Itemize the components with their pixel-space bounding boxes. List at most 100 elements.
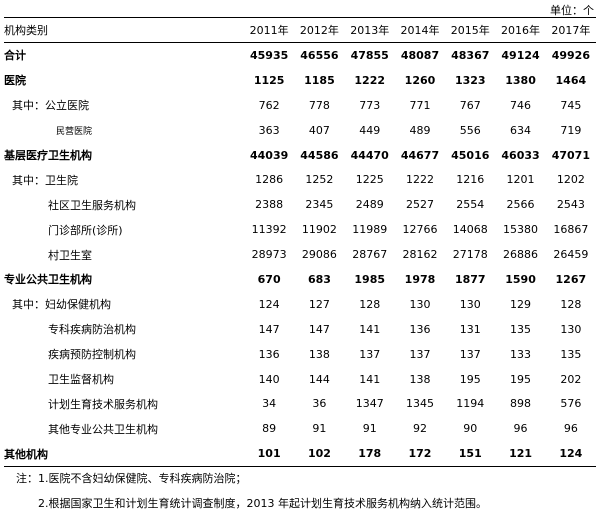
cell: 92 xyxy=(412,422,427,436)
cell: 48087 xyxy=(400,48,440,62)
cell: 2527 xyxy=(405,198,434,212)
table-row: 专科疾病防治机构 147 147 141 136 131 135 130 xyxy=(4,317,596,342)
cell: 1216 xyxy=(456,173,485,187)
cell: 141 xyxy=(359,322,381,336)
cell: 49124 xyxy=(501,48,540,62)
cell: 1347 xyxy=(355,397,384,411)
cell: 1252 xyxy=(305,173,334,187)
cell: 29086 xyxy=(301,248,337,262)
cell: 46556 xyxy=(300,48,339,62)
row-label: 专业公共卫生机构 xyxy=(4,273,92,287)
cell: 1267 xyxy=(555,272,587,286)
cell: 137 xyxy=(409,347,431,361)
cell: 130 xyxy=(459,297,481,311)
row-label: 其他专业公共卫生机构 xyxy=(48,422,158,436)
cell: 34 xyxy=(262,397,277,411)
cell: 90 xyxy=(463,422,478,436)
cell: 96 xyxy=(563,422,578,436)
cell: 1590 xyxy=(505,272,536,286)
cell: 1985 xyxy=(354,272,386,286)
cell: 49926 xyxy=(551,48,590,62)
row-label: 其中：公立医院 xyxy=(12,99,89,113)
cell: 44039 xyxy=(250,148,289,162)
cell: 1260 xyxy=(404,73,436,87)
table-row: 疾病预防控制机构 136 138 137 137 137 133 135 xyxy=(4,342,596,367)
cell: 1877 xyxy=(454,272,486,286)
cell: 15380 xyxy=(503,223,539,237)
year-header: 2014年 xyxy=(394,17,446,43)
cell: 135 xyxy=(510,322,532,336)
row-label: 卫生监督机构 xyxy=(48,373,114,387)
cell: 2543 xyxy=(556,198,585,212)
cell: 124 xyxy=(258,297,280,311)
row-label: 村卫生室 xyxy=(48,248,92,262)
note: 注：1.医院不含妇幼保健院、专科疾病防治院； xyxy=(16,472,247,485)
row-label: 其中：妇幼保健机构 xyxy=(12,298,111,312)
cell: 44470 xyxy=(350,148,389,162)
cell: 576 xyxy=(560,397,582,411)
year-header: 2015年 xyxy=(445,17,496,43)
cell: 44586 xyxy=(300,148,339,162)
table-row: 其中：公立医院 762 778 773 771 767 746 745 xyxy=(4,93,596,118)
cell: 127 xyxy=(308,297,330,311)
cell: 16867 xyxy=(553,223,589,237)
cell: 47855 xyxy=(350,48,389,62)
cell: 96 xyxy=(513,422,528,436)
cell: 130 xyxy=(560,322,582,336)
cell: 2566 xyxy=(506,198,535,212)
cell: 767 xyxy=(459,98,481,112)
cell: 1225 xyxy=(355,173,384,187)
cell: 131 xyxy=(459,322,481,336)
cell: 133 xyxy=(510,347,532,361)
cell: 102 xyxy=(294,441,345,468)
cell: 26886 xyxy=(503,248,539,262)
cell: 11392 xyxy=(251,223,287,237)
cell: 771 xyxy=(409,98,431,112)
cell: 36 xyxy=(312,397,327,411)
table-row: 专业公共卫生机构 670 683 1985 1978 1877 1590 1267 xyxy=(4,267,596,292)
cell: 137 xyxy=(459,347,481,361)
cell: 1286 xyxy=(255,173,284,187)
cell: 45935 xyxy=(250,48,289,62)
cell: 14068 xyxy=(452,223,488,237)
cell: 138 xyxy=(308,347,330,361)
cell: 719 xyxy=(560,123,582,137)
note: 2.根据国家卫生和计划生育统计调查制度，2013 年起计划生育技术服务机构纳入统… xyxy=(38,497,487,510)
cell: 670 xyxy=(257,272,281,286)
cell: 138 xyxy=(409,372,431,386)
cell: 634 xyxy=(510,123,532,137)
cell: 745 xyxy=(560,98,582,112)
cell: 128 xyxy=(359,297,381,311)
cell: 2388 xyxy=(255,198,284,212)
row-label: 医院 xyxy=(4,74,26,88)
cell: 144 xyxy=(308,372,330,386)
cell: 195 xyxy=(510,372,532,386)
table-row: 其中：卫生院 1286 1252 1225 1222 1216 1201 1202 xyxy=(4,167,596,192)
cell: 28162 xyxy=(402,248,438,262)
cell: 135 xyxy=(560,347,582,361)
cell: 128 xyxy=(560,297,582,311)
cell: 898 xyxy=(510,397,532,411)
row-label: 民营医院 xyxy=(56,126,93,137)
cell: 136 xyxy=(258,347,280,361)
cell: 202 xyxy=(560,372,582,386)
cell: 12766 xyxy=(402,223,438,237)
cell: 1202 xyxy=(556,173,585,187)
cell: 44677 xyxy=(400,148,440,162)
cell: 1222 xyxy=(354,73,386,87)
cell: 172 xyxy=(394,441,446,468)
cell: 141 xyxy=(359,372,381,386)
row-label: 专科疾病防治机构 xyxy=(48,323,136,337)
cell: 28767 xyxy=(352,248,388,262)
cell: 26459 xyxy=(553,248,589,262)
row-label: 社区卫生服务机构 xyxy=(48,198,136,212)
unit-label: 单位：个 xyxy=(550,4,594,17)
cell: 124 xyxy=(545,441,596,468)
year-header: 2017年 xyxy=(545,17,596,43)
cell: 140 xyxy=(258,372,280,386)
cell: 47071 xyxy=(551,148,590,162)
cell: 1345 xyxy=(405,397,434,411)
row-label: 基层医疗卫生机构 xyxy=(4,149,92,162)
cell: 130 xyxy=(409,297,431,311)
cell: 195 xyxy=(459,372,481,386)
